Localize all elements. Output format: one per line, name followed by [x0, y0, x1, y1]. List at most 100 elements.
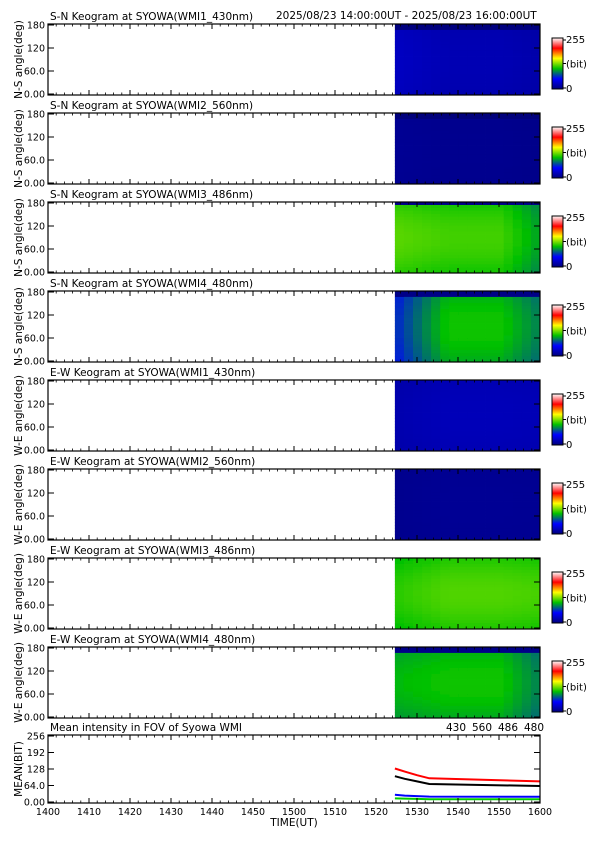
keogram-cell	[521, 130, 532, 135]
keogram-cell	[476, 44, 486, 49]
keogram-cell	[530, 338, 541, 342]
keogram-cell	[458, 655, 468, 660]
keogram-cell	[431, 563, 441, 568]
keogram-cell	[494, 222, 505, 227]
keogram-cell	[530, 658, 541, 663]
keogram-cell	[440, 80, 450, 84]
keogram-cell	[431, 296, 441, 301]
x-tick-label: 1400	[36, 807, 60, 818]
keogram-cell	[440, 415, 450, 419]
keogram-cell	[512, 210, 523, 215]
keogram-cell	[449, 258, 459, 262]
keogram-cell	[512, 507, 523, 511]
keogram-cell	[458, 620, 468, 624]
keogram-cell	[431, 359, 441, 363]
keogram-cell	[476, 614, 486, 618]
keogram-cell	[440, 685, 450, 689]
keogram-cell	[494, 136, 505, 141]
keogram-cell	[521, 249, 532, 253]
colorbar-max-label: 255	[566, 658, 585, 669]
keogram-cell	[431, 299, 441, 304]
keogram-cell	[476, 608, 486, 612]
y-tick-label: 120	[27, 667, 45, 678]
keogram-cell	[512, 59, 523, 63]
keogram-cell	[431, 469, 441, 473]
keogram-cell	[449, 181, 459, 185]
keogram-cell	[440, 558, 450, 562]
keogram-cell	[476, 130, 486, 135]
keogram-cell	[431, 587, 441, 591]
keogram-cell	[485, 421, 496, 425]
keogram-cell	[431, 133, 441, 138]
keogram-cell	[467, 427, 477, 431]
keogram-cell	[449, 448, 459, 452]
keogram-cell	[440, 703, 450, 707]
keogram-cell	[494, 231, 505, 235]
keogram-cell	[458, 83, 468, 87]
keogram-cell	[422, 204, 432, 209]
keogram-cell	[503, 661, 514, 666]
keogram-cell	[512, 264, 523, 268]
keogram-cell	[403, 412, 414, 416]
keogram-cell	[394, 394, 405, 399]
keogram-cell	[521, 700, 532, 704]
keogram-cell	[458, 563, 468, 568]
keogram-cell	[458, 157, 468, 161]
keogram-cell	[530, 344, 541, 348]
keogram-cell	[422, 715, 432, 719]
keogram-cell	[494, 611, 505, 615]
keogram-cell	[394, 213, 405, 218]
keogram-cell	[449, 400, 459, 405]
keogram-cell	[530, 590, 541, 594]
keogram-cell	[494, 608, 505, 612]
keogram-cell	[440, 142, 450, 146]
keogram-cell	[422, 584, 432, 588]
keogram-cell	[503, 504, 514, 508]
keogram-cell	[458, 575, 468, 580]
keogram-cell	[458, 213, 468, 218]
keogram-cell	[422, 602, 432, 606]
keogram-cell	[449, 676, 459, 680]
keogram-cell	[467, 688, 477, 692]
keogram-cell	[403, 228, 414, 232]
keogram-cell	[503, 623, 514, 627]
y-tick-label: 180	[27, 21, 45, 32]
keogram-cell	[403, 118, 414, 123]
keogram-cell	[530, 436, 541, 440]
keogram-cell	[494, 68, 505, 72]
keogram-cell	[494, 670, 505, 675]
keogram-cell	[503, 605, 514, 609]
keogram-cell	[467, 228, 477, 232]
keogram-cell	[485, 255, 496, 259]
keogram-cell	[503, 261, 514, 265]
keogram-cell	[413, 593, 423, 597]
keogram-cell	[485, 528, 496, 532]
keogram-cell	[503, 341, 514, 345]
keogram-cell	[521, 332, 532, 336]
keogram-cell	[485, 486, 496, 491]
keogram-cell	[403, 382, 414, 387]
keogram-cell	[476, 270, 486, 274]
keogram-cell	[440, 169, 450, 173]
keogram-cell	[413, 590, 423, 594]
keogram-cell	[458, 166, 468, 170]
keogram-cell	[485, 169, 496, 173]
keogram-cell	[503, 522, 514, 526]
keogram-cell	[512, 246, 523, 250]
keogram-cell	[394, 587, 405, 591]
keogram-cell	[422, 178, 432, 182]
keogram-cell	[521, 489, 532, 494]
keogram-cell	[422, 611, 432, 615]
keogram-cell	[530, 489, 541, 494]
keogram-cell	[503, 712, 514, 716]
keogram-cell	[440, 620, 450, 624]
keogram-cell	[530, 655, 541, 660]
keogram-cell	[503, 510, 514, 514]
keogram-cell	[394, 293, 405, 298]
keogram-cell	[449, 270, 459, 274]
keogram-cell	[440, 501, 450, 505]
keogram-cell	[476, 231, 486, 235]
keogram-cell	[394, 510, 405, 514]
keogram-cell	[494, 207, 505, 212]
keogram-cell	[394, 670, 405, 675]
